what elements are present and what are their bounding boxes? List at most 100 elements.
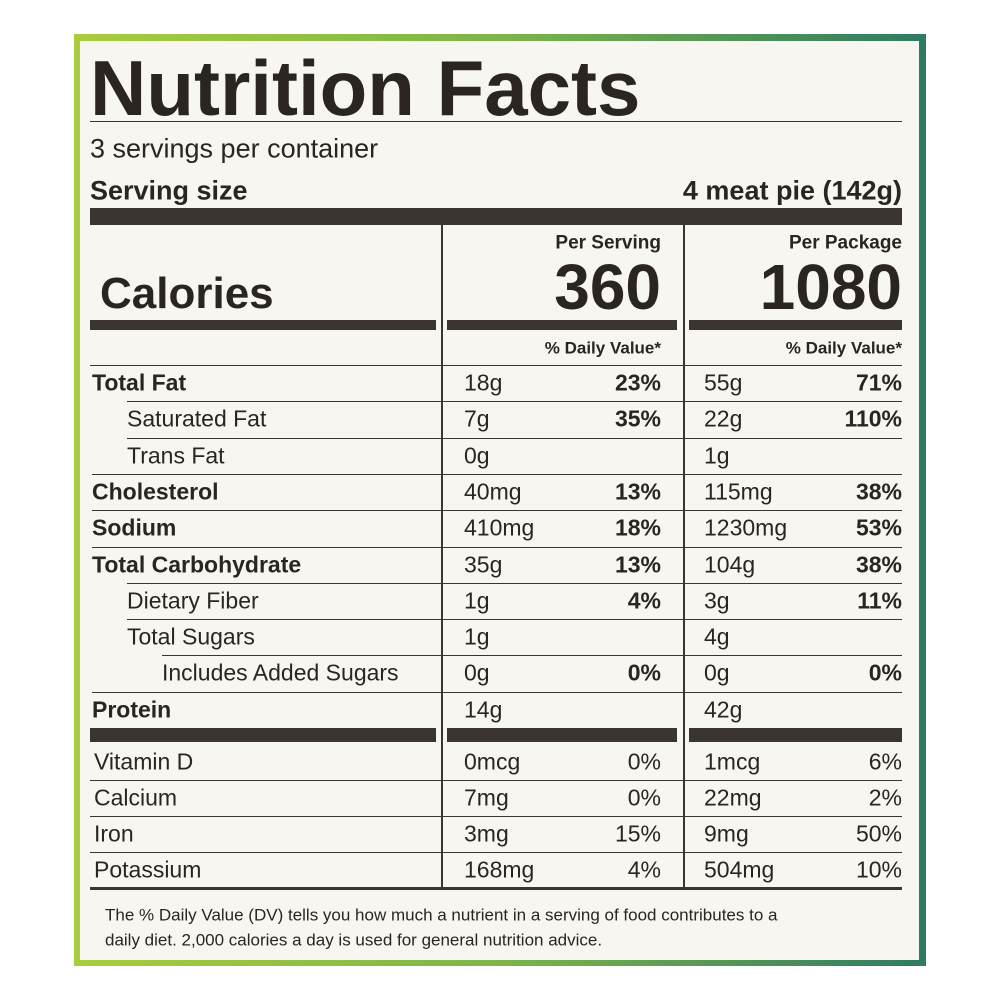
daily-value: 0% — [868, 659, 902, 686]
serving-size: 4 meat pie (142g) — [682, 175, 902, 206]
footnote: daily diet. 2,000 calories a day is used… — [105, 930, 603, 950]
daily-value: 13% — [614, 551, 661, 577]
nutrient-name: Sodium — [92, 514, 177, 541]
amount: 9mg — [704, 820, 749, 847]
nutrient-name: Saturated Fat — [127, 405, 267, 432]
amount: 1230mg — [704, 514, 788, 541]
amount: 42g — [704, 696, 743, 723]
nutrient-name: Dietary Fiber — [127, 587, 259, 614]
daily-value: 38% — [855, 478, 902, 505]
amount: 40mg — [464, 478, 522, 505]
daily-value: 18% — [614, 514, 661, 541]
thick-bar — [447, 728, 677, 742]
nutrient-name: Total Carbohydrate — [92, 551, 302, 577]
amount: 0mcg — [464, 748, 521, 775]
amount: 7g — [464, 405, 490, 432]
daily-value: 11% — [857, 587, 902, 614]
amount: 1mcg — [704, 748, 761, 775]
amount: 1g — [704, 442, 730, 469]
nutrient-name: Iron — [94, 820, 134, 847]
amount: 3g — [704, 587, 730, 614]
nutrient-name: Potassium — [94, 856, 202, 883]
daily-value: 71% — [855, 369, 902, 396]
row-rule — [92, 546, 902, 548]
daily-value: 35% — [614, 405, 661, 432]
daily-value: 0% — [627, 659, 661, 686]
row-rule — [162, 655, 902, 657]
calories-value: 1080 — [759, 251, 902, 323]
nutrient-name: Total Fat — [92, 369, 187, 396]
amount: 504mg — [704, 856, 775, 883]
column-divider — [441, 225, 443, 888]
daily-value: 110% — [844, 405, 902, 432]
daily-value: 0% — [627, 748, 661, 775]
row-rule — [92, 691, 902, 693]
daily-value: 38% — [855, 551, 902, 577]
amount: 22mg — [704, 784, 762, 811]
daily-value: 23% — [614, 369, 661, 396]
amount: 22g — [704, 405, 743, 432]
nutrient-name: Calcium — [94, 784, 178, 811]
serving-size-label: Serving size — [90, 175, 248, 206]
row-rule — [90, 780, 902, 781]
amount: 3mg — [464, 820, 509, 847]
column-divider — [683, 225, 685, 888]
amount: 115mg — [704, 478, 773, 505]
amount: 0g — [464, 659, 490, 686]
amount: 18g — [464, 369, 503, 396]
daily-value-header: % Daily Value* — [544, 338, 661, 358]
daily-value: 13% — [614, 478, 661, 505]
daily-value: 50% — [855, 820, 902, 847]
nutrient-name: Trans Fat — [127, 442, 225, 469]
amount: 7mg — [464, 784, 509, 811]
thick-bar — [90, 208, 902, 225]
rule — [90, 121, 902, 122]
amount: 14g — [464, 696, 503, 723]
label-panel — [80, 41, 919, 960]
footnote: The % Daily Value (DV) tells you how muc… — [105, 905, 778, 925]
row-rule — [90, 852, 902, 853]
daily-value: 53% — [855, 514, 902, 541]
calories-label: Calories — [100, 269, 274, 318]
column-header: Per Serving — [555, 232, 661, 254]
nutrient-name: Total Sugars — [127, 623, 255, 650]
daily-value: 2% — [868, 784, 902, 811]
daily-value: 4% — [627, 856, 661, 883]
daily-value-header: % Daily Value* — [785, 338, 902, 358]
row-rule — [92, 510, 902, 512]
column-header: Per Package — [788, 232, 902, 254]
amount: 410mg — [464, 514, 535, 541]
amount: 1g — [464, 623, 490, 650]
nutrient-name: Protein — [92, 696, 172, 723]
daily-value: 15% — [614, 820, 661, 847]
thick-bar — [90, 728, 436, 742]
row-rule — [127, 582, 902, 584]
row-rule — [90, 816, 902, 817]
amount: 35g — [464, 551, 503, 577]
nutrient-name: Cholesterol — [92, 478, 219, 505]
daily-value: 4% — [627, 587, 661, 614]
amount: 55g — [704, 369, 743, 396]
thick-bar — [447, 320, 677, 330]
amount: 4g — [704, 623, 730, 650]
row-rule — [127, 437, 902, 439]
title: Nutrition Facts — [90, 44, 641, 132]
nutrient-name: Includes Added Sugars — [162, 659, 399, 686]
amount: 1g — [464, 587, 490, 614]
nutrient-name: Vitamin D — [94, 748, 194, 775]
daily-value: 6% — [868, 748, 902, 775]
row-rule — [90, 365, 902, 366]
row-rule — [92, 473, 902, 475]
row-rule — [127, 401, 902, 403]
daily-value: 0% — [627, 784, 661, 811]
daily-value: 10% — [855, 856, 902, 883]
thick-bar — [90, 320, 436, 330]
row-rule — [127, 619, 902, 621]
amount: 168mg — [464, 856, 535, 883]
thick-bar — [689, 320, 902, 330]
amount: 104g — [704, 551, 756, 577]
calories-value: 360 — [554, 251, 661, 323]
servings-per-container: 3 servings per container — [90, 133, 379, 164]
amount: 0g — [464, 442, 490, 469]
